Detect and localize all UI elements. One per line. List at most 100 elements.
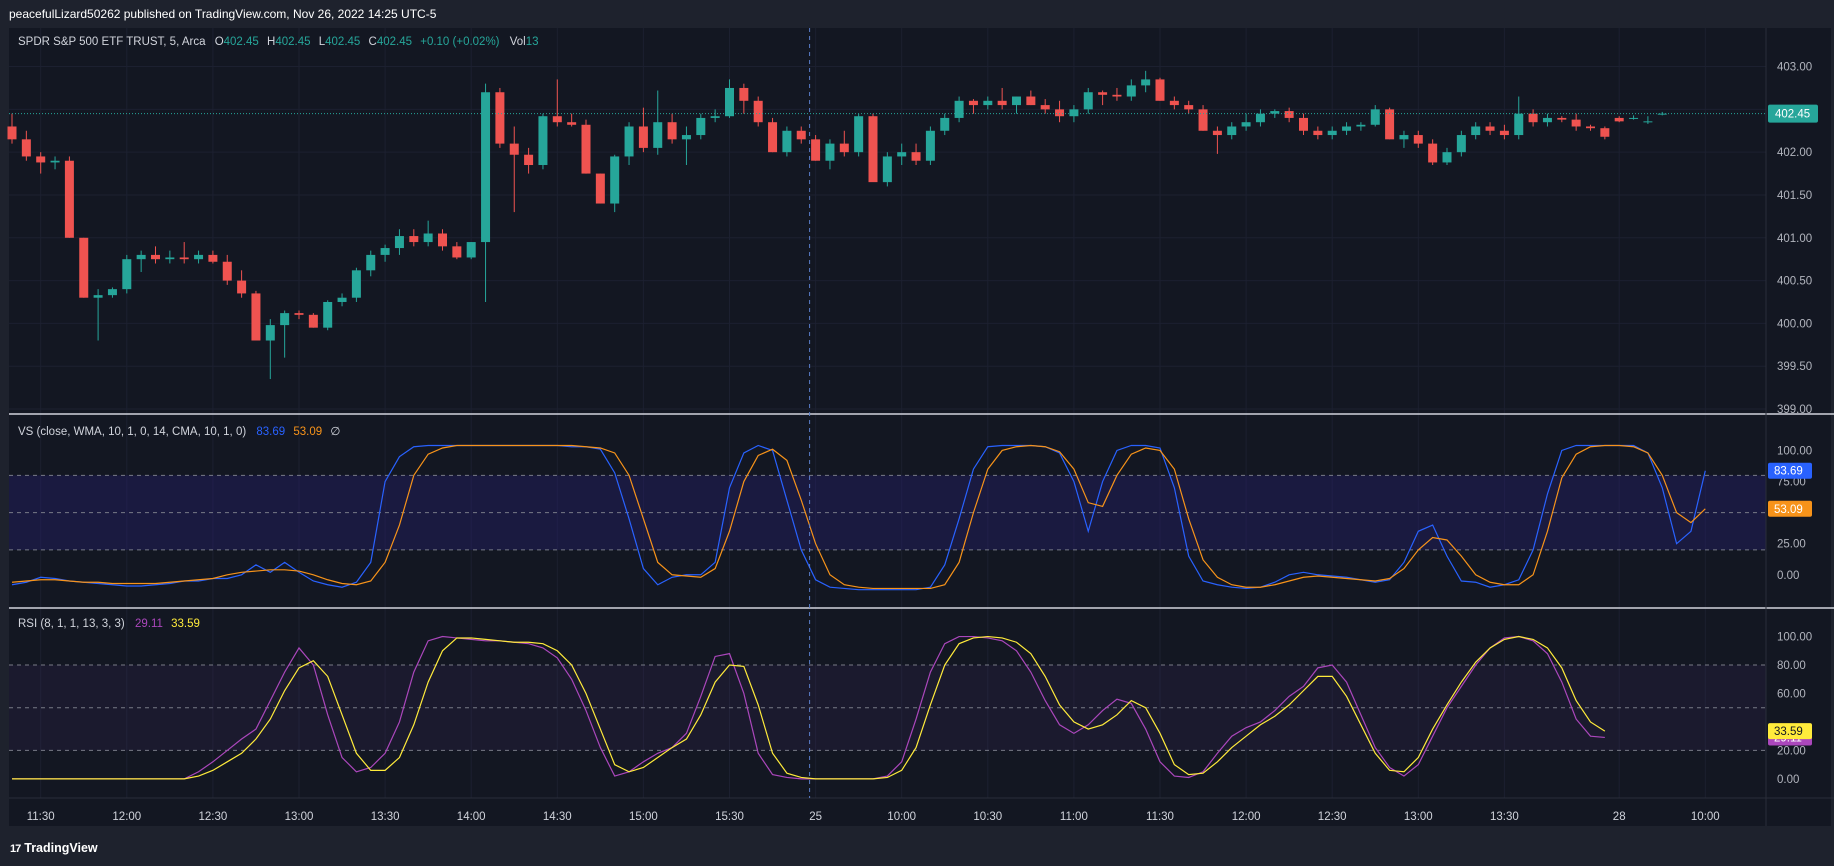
tradingview-logo[interactable]: 17 TradingView xyxy=(10,841,98,855)
close-label: C xyxy=(368,36,377,48)
candle-body xyxy=(725,87,734,117)
candle-body xyxy=(1284,111,1294,118)
candle-body xyxy=(1098,92,1108,95)
price-tick-label: 401.00 xyxy=(1777,233,1812,245)
candle-body xyxy=(753,100,763,123)
candle-body xyxy=(538,116,548,166)
rsi-name[interactable]: RSI (8, 1, 1, 13, 3, 3) xyxy=(18,618,125,630)
candle-body xyxy=(638,126,648,148)
candle-body xyxy=(925,130,935,161)
candle-body xyxy=(280,313,290,326)
time-tick-label: 12:30 xyxy=(1318,811,1347,823)
candle-body xyxy=(1514,113,1524,136)
candle-body xyxy=(796,130,806,140)
time-tick-label: 10:30 xyxy=(973,811,1002,823)
candle-body xyxy=(1313,130,1323,136)
volume-label: Vol xyxy=(509,36,526,48)
brand-name: TradingView xyxy=(24,841,98,855)
indicator-band xyxy=(9,475,1766,550)
candle-body xyxy=(854,116,864,153)
symbol-name[interactable]: SPDR S&P 500 ETF TRUST, 5, Arca xyxy=(18,36,206,48)
candle-body xyxy=(581,124,591,174)
price-tick-label: 401.50 xyxy=(1777,190,1812,202)
candle-body xyxy=(897,152,907,157)
candle-body xyxy=(911,152,921,161)
candle-body xyxy=(1499,130,1509,136)
indicator-tick-label: 0.00 xyxy=(1777,774,1799,786)
footer-bar: 17 TradingView xyxy=(0,830,1834,866)
candle-body xyxy=(394,236,404,249)
candle-body xyxy=(1557,117,1567,120)
indicator-band xyxy=(9,665,1766,751)
price-tick-label: 403.00 xyxy=(1777,62,1812,74)
candle-body xyxy=(1629,117,1639,119)
time-tick-label: 13:30 xyxy=(1490,811,1519,823)
candle-body xyxy=(1614,117,1624,122)
time-tick-label: 12:00 xyxy=(112,811,141,823)
tradingview-mark-icon: 17 xyxy=(10,843,21,855)
low-value: 402.45 xyxy=(325,36,361,48)
series-value-badge xyxy=(1768,500,1812,517)
candle-body xyxy=(509,143,519,155)
time-tick-label: 10:00 xyxy=(887,811,916,823)
candle-body xyxy=(839,143,849,153)
candle-body xyxy=(1428,143,1438,163)
publish-header: peacefulLizard50262 published on Trading… xyxy=(0,0,1834,28)
plot-bg xyxy=(9,28,1831,826)
candle-body xyxy=(1227,126,1237,136)
candle-body xyxy=(366,254,376,271)
candle-body xyxy=(1141,79,1151,86)
candle-body xyxy=(351,270,361,298)
candle-body xyxy=(1413,135,1423,144)
candle-body xyxy=(452,246,462,258)
candle-body xyxy=(409,236,419,243)
indicator-tick-label: 100.00 xyxy=(1777,632,1812,644)
candle-body xyxy=(624,126,634,157)
candle-body xyxy=(595,173,605,204)
time-tick-label: 13:00 xyxy=(285,811,314,823)
candle-body xyxy=(136,254,146,260)
candle-body xyxy=(667,122,677,140)
indicator-tick-label: 25.00 xyxy=(1777,539,1806,551)
rsi-slow-value: 33.59 xyxy=(171,618,200,630)
candle-body xyxy=(1112,94,1122,97)
candle-body xyxy=(251,293,261,341)
indicator-tick-label: 75.00 xyxy=(1777,477,1806,489)
candle-body xyxy=(1270,111,1280,114)
candle-body xyxy=(1169,100,1179,106)
time-tick-label: 11:30 xyxy=(27,811,55,823)
series-line-slow xyxy=(11,444,1706,590)
candle-body xyxy=(1327,130,1337,136)
candle-body xyxy=(1012,96,1021,106)
candle-body xyxy=(50,160,60,163)
volume-value: 13 xyxy=(525,36,539,48)
candle-body xyxy=(122,259,132,290)
candle-body xyxy=(1643,121,1653,123)
candle-body xyxy=(868,116,878,183)
open-label: O xyxy=(214,36,224,48)
time-tick-label: 25 xyxy=(809,811,822,823)
series-value-badge xyxy=(1768,462,1812,479)
candle-body xyxy=(1342,126,1352,131)
candle-body xyxy=(1542,117,1552,123)
candle-body xyxy=(481,92,491,243)
candle-body xyxy=(1055,109,1065,117)
candle-body xyxy=(1069,109,1079,117)
price-tick-label: 399.00 xyxy=(1777,404,1812,416)
candle-body xyxy=(294,313,304,315)
series-value-label: 53.09 xyxy=(1774,504,1803,516)
candle-body xyxy=(968,100,978,106)
time-tick-label: 13:00 xyxy=(1404,811,1433,823)
candle-body xyxy=(983,100,993,106)
vs-name[interactable]: VS (close, WMA, 10, 1, 0, 14, CMA, 10, 1… xyxy=(18,426,247,438)
candle-body xyxy=(696,117,706,136)
candle-body xyxy=(1485,126,1495,131)
candle-body xyxy=(997,100,1007,106)
change-value: +0.10 (+0.02%) xyxy=(420,36,500,48)
low-label: L xyxy=(318,36,326,48)
indicator-tick-label: 60.00 xyxy=(1777,688,1806,700)
candle-body xyxy=(79,237,89,298)
rsi-fast-value: 29.11 xyxy=(134,618,163,630)
series-value-label: 33.59 xyxy=(1774,726,1803,738)
